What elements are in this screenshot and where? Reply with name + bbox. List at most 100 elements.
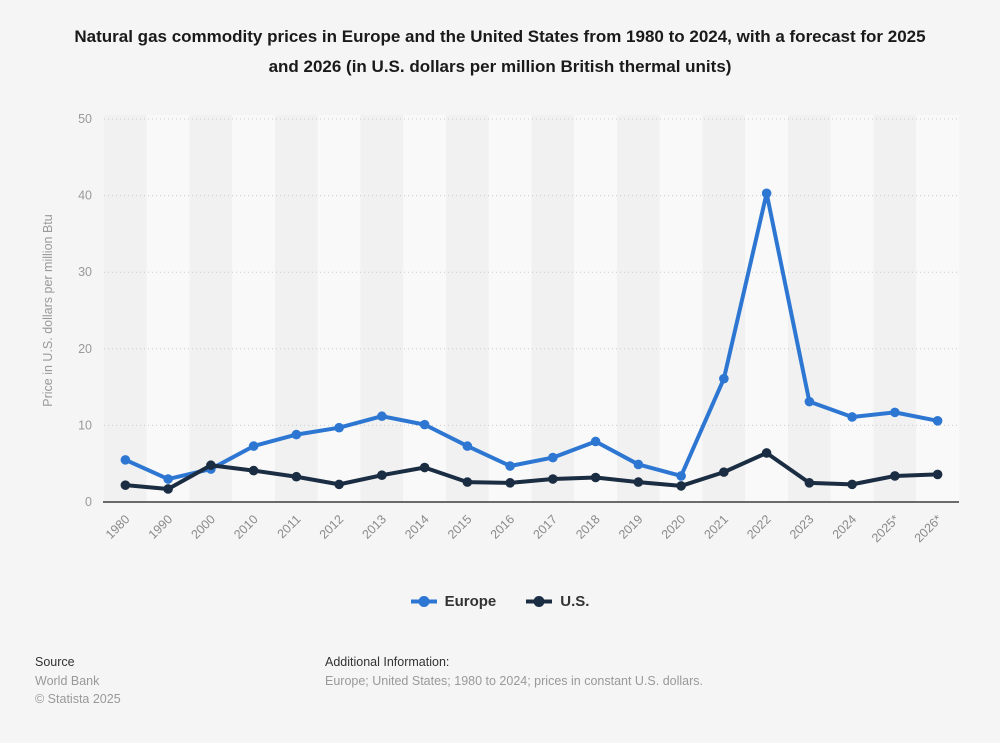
plot-band bbox=[275, 115, 318, 502]
europe-data-point[interactable] bbox=[847, 412, 857, 422]
us-data-point[interactable] bbox=[206, 460, 216, 471]
europe-data-point[interactable] bbox=[932, 416, 943, 426]
x-tick-label: 2015 bbox=[445, 512, 475, 542]
x-tick-label: 2017 bbox=[530, 512, 560, 542]
x-tick-label: 2026* bbox=[912, 512, 945, 545]
chart-legend: Europe U.S. bbox=[0, 593, 1000, 610]
copyright-text: © Statista 2025 bbox=[35, 691, 121, 706]
us-data-point[interactable] bbox=[847, 479, 857, 490]
us-data-point[interactable] bbox=[633, 477, 644, 487]
europe-series-line bbox=[123, 191, 940, 482]
europe-data-point[interactable] bbox=[462, 441, 473, 451]
us-data-point[interactable] bbox=[163, 484, 173, 494]
y-tick-label: 20 bbox=[78, 342, 92, 356]
source-value: World Bank bbox=[35, 674, 100, 688]
us-data-point[interactable] bbox=[462, 477, 473, 487]
us-data-point[interactable] bbox=[334, 479, 344, 490]
plot-band bbox=[873, 115, 917, 502]
x-tick-label: 2014 bbox=[402, 512, 432, 542]
us-data-point[interactable] bbox=[377, 470, 387, 480]
chart-title: Natural gas commodity prices in Europe a… bbox=[74, 27, 926, 76]
legend-item-us[interactable]: U.S. bbox=[526, 593, 589, 610]
y-axis-title: Price in U.S. dollars per million Btu bbox=[41, 214, 55, 406]
us-data-point[interactable] bbox=[505, 478, 515, 488]
europe-line-marker-icon bbox=[410, 596, 437, 607]
plot-band bbox=[360, 115, 404, 502]
europe-data-point[interactable] bbox=[676, 471, 686, 481]
x-tick-label: 2020 bbox=[659, 512, 689, 542]
footer-source-block: Source World Bank © Statista 2025 bbox=[35, 655, 121, 708]
plot-band bbox=[232, 115, 275, 502]
europe-data-point[interactable] bbox=[890, 407, 900, 418]
us-data-point[interactable] bbox=[590, 472, 601, 483]
europe-data-point[interactable] bbox=[163, 474, 173, 484]
x-tick-label: 1980 bbox=[103, 512, 133, 542]
us-data-point[interactable] bbox=[676, 481, 686, 491]
plot-band bbox=[317, 115, 361, 502]
y-tick-label: 40 bbox=[78, 189, 92, 203]
europe-data-point[interactable] bbox=[761, 188, 772, 199]
us-data-point[interactable] bbox=[248, 465, 259, 476]
x-tick-label: 2000 bbox=[188, 512, 218, 542]
line-chart-plot: 0 10 20 30 40 50 Price in U.S. dollars per mil… bbox=[41, 112, 959, 545]
europe-data-point[interactable] bbox=[120, 455, 131, 465]
us-data-point[interactable] bbox=[120, 480, 131, 490]
us-line-marker-icon bbox=[526, 596, 553, 607]
x-tick-label: 2011 bbox=[275, 512, 304, 541]
x-tick-label: 2023 bbox=[787, 512, 817, 542]
plot-band bbox=[104, 115, 147, 502]
us-series-line bbox=[123, 450, 940, 491]
x-tick-label: 2024 bbox=[830, 512, 860, 542]
x-tick-label: 2019 bbox=[616, 512, 646, 542]
plot-band bbox=[403, 115, 446, 502]
x-tick-label: 2018 bbox=[573, 512, 603, 542]
europe-data-point[interactable] bbox=[804, 396, 815, 407]
x-tick-label: 2013 bbox=[359, 512, 389, 542]
europe-data-point[interactable] bbox=[719, 373, 729, 384]
x-tick-label: 2022 bbox=[744, 512, 774, 542]
y-tick-label: 0 bbox=[85, 495, 92, 509]
plot-band bbox=[146, 115, 190, 502]
plot-band bbox=[189, 115, 233, 502]
plot-band bbox=[488, 115, 532, 502]
europe-data-point[interactable] bbox=[505, 461, 515, 471]
us-data-point[interactable] bbox=[890, 471, 900, 481]
y-tick-label: 10 bbox=[78, 418, 92, 432]
legend-item-europe[interactable]: Europe bbox=[410, 593, 497, 610]
europe-data-point[interactable] bbox=[291, 429, 302, 440]
legend-label-europe: Europe bbox=[444, 593, 497, 610]
plot-band bbox=[531, 115, 575, 502]
plot-band bbox=[830, 115, 874, 502]
europe-data-point[interactable] bbox=[633, 459, 644, 470]
x-tick-label: 2025* bbox=[869, 512, 902, 545]
y-tick-label: 30 bbox=[78, 265, 92, 279]
additional-info-label: Additional Information: bbox=[325, 655, 450, 669]
x-tick-label: 2012 bbox=[317, 512, 347, 542]
legend-label-us: U.S. bbox=[560, 593, 590, 610]
plot-band bbox=[745, 115, 788, 502]
us-data-point[interactable] bbox=[548, 474, 558, 484]
x-tick-label: 1990 bbox=[146, 512, 176, 542]
europe-data-point[interactable] bbox=[419, 419, 430, 430]
footer-additional-info-block: Additional Information: Europe; United S… bbox=[325, 655, 703, 691]
us-data-point[interactable] bbox=[719, 467, 729, 477]
x-tick-label: 2010 bbox=[231, 512, 261, 542]
europe-data-point[interactable] bbox=[377, 411, 387, 422]
us-data-point[interactable] bbox=[419, 462, 430, 473]
plot-band bbox=[617, 115, 660, 502]
y-tick-label: 50 bbox=[78, 112, 92, 126]
europe-data-point[interactable] bbox=[334, 422, 344, 433]
us-data-point[interactable] bbox=[932, 469, 943, 480]
us-data-point[interactable] bbox=[804, 478, 815, 488]
x-tick-label: 2016 bbox=[488, 512, 518, 542]
us-data-point[interactable] bbox=[761, 448, 772, 458]
plot-band bbox=[788, 115, 831, 502]
x-tick-label: 2021 bbox=[701, 512, 731, 542]
us-data-point[interactable] bbox=[291, 471, 302, 482]
additional-info-value: Europe; United States; 1980 to 2024; pri… bbox=[325, 674, 703, 688]
europe-data-point[interactable] bbox=[590, 436, 601, 447]
plot-band bbox=[659, 115, 703, 502]
europe-data-point[interactable] bbox=[248, 441, 259, 451]
source-label: Source bbox=[35, 655, 75, 669]
europe-data-point[interactable] bbox=[548, 452, 558, 463]
